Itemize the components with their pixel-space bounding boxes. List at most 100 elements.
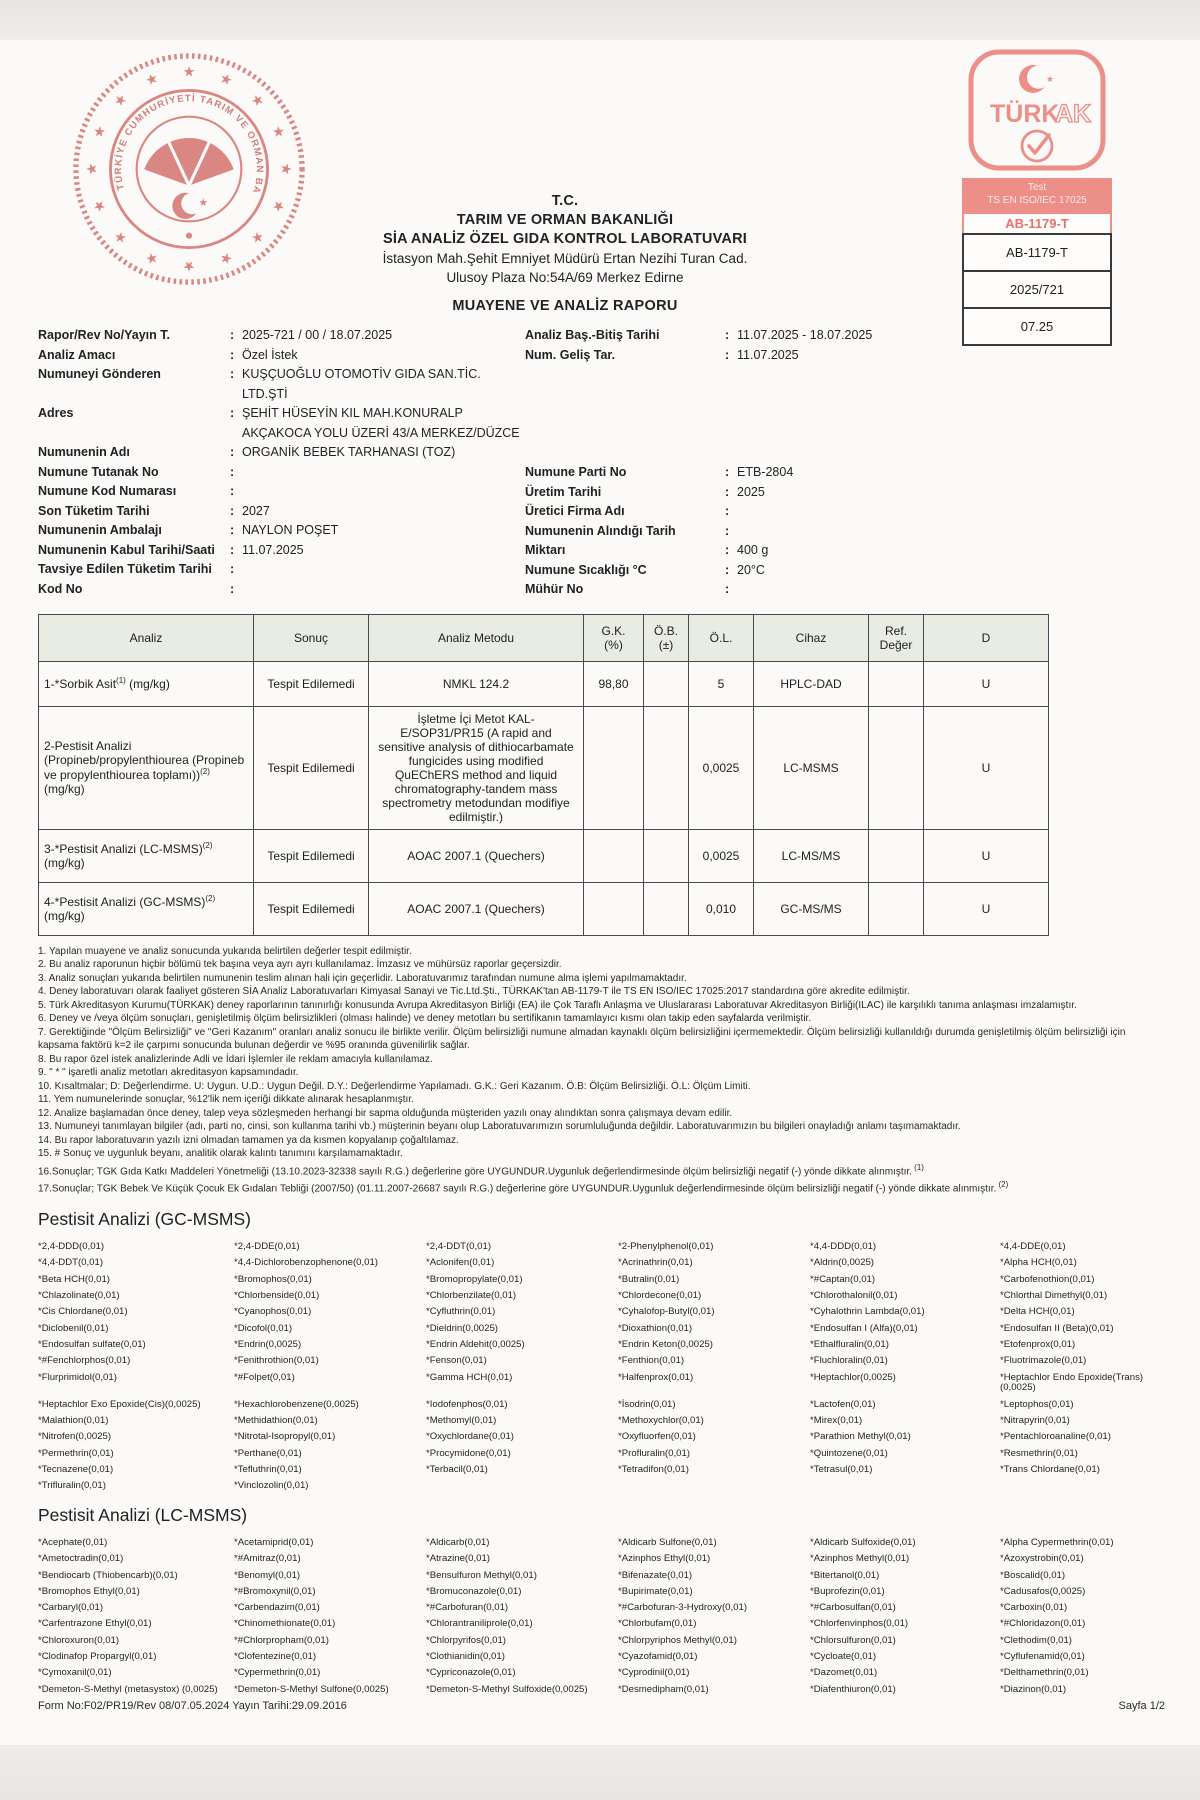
info-row: Numunenin Ambalajı: NAYLON POŞET bbox=[38, 521, 525, 541]
lc-pesticide-list: *Acephate(0,01) *Acetamiprid(0,01) *Aldica… bbox=[38, 1537, 1165, 1695]
results-column-header: Ö.L. bbox=[688, 613, 754, 662]
pesticide-item: *Demeton-S-Methyl Sulfoxide(0,0025) bbox=[426, 1683, 588, 1695]
detection-limit-value: 0,010 bbox=[688, 881, 754, 936]
info-row: Numune Tutanak No: bbox=[38, 463, 525, 483]
info-field-label: Numune Parti No bbox=[525, 465, 627, 479]
info-row: Analiz Baş.-Bitiş Tarihi:11.07.2025 - 18… bbox=[525, 326, 1165, 346]
pesticide-item: *Profluralin(0,01) bbox=[618, 1447, 690, 1459]
pesticide-item: *Chlorbenside(0,01) bbox=[234, 1290, 320, 1302]
pesticide-item: *Alpha HCH(0,01) bbox=[1000, 1257, 1077, 1269]
sample-info-right-bottom: Numune Parti No: ETB-2804 Üretim Tarihi:20… bbox=[525, 463, 1165, 600]
pesticide-item: *Gamma HCH(0,01) bbox=[426, 1371, 513, 1383]
results-header-row: Analiz Sonuç Analiz Metodu G.K. (%) Ö.B.(±) Ö… bbox=[38, 613, 1049, 662]
pesticide-item: *Tefluthrin(0,01) bbox=[234, 1463, 302, 1475]
pesticide-item: *Chlorthal Dimethyl(0,01) bbox=[1000, 1290, 1108, 1302]
pesticide-item: *Cyhalofop-Butyl(0,01) bbox=[618, 1306, 715, 1318]
pesticide-item: *Clodinafop Propargyl(0,01) bbox=[38, 1650, 157, 1662]
pesticide-item: *Procymidone(0,01) bbox=[426, 1447, 511, 1459]
info-row: Adres: ŞEHİT HÜSEYİN KIL MAH.KONURALP AKÇ… bbox=[38, 404, 525, 443]
info-field-label: Üretici Firma Adı bbox=[525, 504, 625, 518]
pesticide-item: *Heptachlor(0,0025) bbox=[810, 1371, 896, 1383]
pesticide-item: *Trifluralin(0,01) bbox=[38, 1480, 106, 1492]
pesticide-item: *Trans Chlordane(0,01) bbox=[1000, 1463, 1100, 1475]
pesticide-item: *Boscalid(0,01) bbox=[1000, 1569, 1066, 1581]
pesticide-item: *Dioxathion(0,01) bbox=[618, 1322, 693, 1334]
pesticide-item: *Cadusafos(0,0025) bbox=[1000, 1585, 1086, 1597]
info-field-value: 11.07.2025 bbox=[242, 542, 304, 557]
pesticide-item: *Lactofen(0,01) bbox=[810, 1398, 876, 1410]
pesticide-item: *Tecnazene(0,01) bbox=[38, 1463, 114, 1475]
pesticide-item: *#Chloridazon(0,01) bbox=[1000, 1618, 1086, 1630]
instrument-value: LC-MS/MS bbox=[753, 828, 869, 883]
method-value: İşletme İçi Metot KAL-E/SOP31/PR15 (A ra… bbox=[368, 705, 584, 830]
pesticide-item: *Endrin Aldehit(0,0025) bbox=[426, 1338, 525, 1350]
info-colon: : bbox=[725, 543, 730, 557]
info-field-label: Numuneyi Gönderen bbox=[38, 367, 161, 381]
pesticide-item: *Cyfluthrin(0,01) bbox=[426, 1306, 496, 1318]
info-colon: : bbox=[725, 484, 730, 499]
reference-value bbox=[868, 705, 924, 830]
pesticide-item: *Cyazofamid(0,01) bbox=[618, 1650, 698, 1662]
info-colon: : bbox=[230, 542, 235, 557]
svg-text:★: ★ bbox=[183, 257, 196, 273]
info-field-label: Miktarı bbox=[525, 543, 566, 557]
footnote: 6. Deney ve /veya ölçüm sonuçları, geniş… bbox=[38, 1013, 812, 1024]
pesticide-item: *Demeton-S-Methyl (metasystox) (0,0025) bbox=[38, 1683, 218, 1695]
analysis-name: 2-Pestisit Analizi (Propineb/propylenthi… bbox=[38, 705, 254, 830]
pesticide-item: *Cyflufenamid(0,01) bbox=[1000, 1650, 1085, 1662]
results-column-header: Ö.B.(±) bbox=[643, 613, 689, 662]
footnote: 9. " * " işaretli analiz metotları akred… bbox=[38, 1067, 299, 1078]
pesticide-item: *Etofenprox(0,01) bbox=[1000, 1338, 1076, 1350]
info-field-label: Numunenin Alındığı Tarih bbox=[525, 523, 676, 538]
pesticide-item: *Nitrotal-Isopropyl(0,01) bbox=[234, 1431, 336, 1443]
pesticide-item: *Oxyfluorfen(0,01) bbox=[618, 1431, 696, 1443]
pesticide-item: *Permethrin(0,01) bbox=[38, 1447, 114, 1459]
pesticide-item: *#Amitraz(0,01) bbox=[234, 1553, 301, 1565]
emblem-star: ★ bbox=[198, 197, 208, 209]
info-colon: : bbox=[725, 523, 730, 538]
pesticide-item: *Beta HCH(0,01) bbox=[38, 1273, 110, 1285]
detection-limit-value: 0,0025 bbox=[688, 705, 754, 830]
accreditation-column: ★ TÜRK AK Test TS EN ISO/IEC 17025 AB-11… bbox=[962, 48, 1112, 346]
pesticide-item: *Methomyl(0,01) bbox=[426, 1414, 497, 1426]
pesticide-item: *Clothianidin(0,01) bbox=[426, 1650, 505, 1662]
info-colon: : bbox=[230, 484, 235, 498]
footnote: 3. Analiz sonuçları yukarıda belirtilen … bbox=[38, 972, 687, 984]
svg-text:★: ★ bbox=[217, 248, 235, 268]
pesticide-item: *Bupirimate(0,01) bbox=[618, 1585, 693, 1597]
lc-section-title: Pestisit Analizi (LC-MSMS) bbox=[38, 1504, 248, 1525]
pesticide-item: *Chlorantraniliprole(0,01) bbox=[426, 1618, 533, 1630]
results-row: 2-Pestisit Analizi (Propineb/propylenthi… bbox=[38, 705, 1049, 830]
box-report-number: 2025/721 bbox=[962, 270, 1112, 309]
info-row: Kod No: bbox=[38, 580, 525, 600]
info-row: Mühür No: bbox=[525, 580, 1165, 600]
results-column-header: Cihaz bbox=[753, 613, 869, 662]
info-field-value: Özel İstek bbox=[242, 347, 298, 362]
info-field-label: Üretim Tarihi bbox=[525, 484, 602, 499]
footnote: 12. Analize başlamadan önce deney, talep… bbox=[38, 1107, 733, 1119]
pesticide-item: *Tetrasul(0,01) bbox=[810, 1463, 873, 1475]
pesticide-item: *#Carbofuran(0,01) bbox=[426, 1602, 509, 1614]
report-body: Rapor/Rev No/Yayın T.:2025-721 / 00 / 18… bbox=[38, 326, 1165, 1695]
pesticide-item: *Chlorpyriphos Methyl(0,01) bbox=[618, 1634, 737, 1646]
svg-text:★: ★ bbox=[143, 70, 161, 90]
pesticide-item: *Cyprodinil(0,01) bbox=[618, 1667, 690, 1679]
pesticide-item: *Chloroxuron(0,01) bbox=[38, 1634, 120, 1646]
info-field-label: Numunenin Ambalajı bbox=[38, 523, 162, 537]
pesticide-item: *Endosulfan II (Beta)(0,01) bbox=[1000, 1322, 1114, 1334]
analysis-name: 3-*Pestisit Analizi (LC-MSMS)(2) (mg/kg) bbox=[38, 828, 254, 883]
footnotes-section: 1. Yapılan muayene ve analiz sonucunda y… bbox=[38, 945, 1165, 1197]
pesticide-item: *Cypriconazole(0,01) bbox=[426, 1667, 516, 1679]
info-colon: : bbox=[725, 582, 730, 596]
pesticide-item: *Resmethrin(0,01) bbox=[1000, 1447, 1078, 1459]
results-row: 3-*Pestisit Analizi (LC-MSMS)(2) (mg/kg)… bbox=[38, 828, 1049, 883]
info-colon: : bbox=[725, 347, 730, 362]
svg-text:★: ★ bbox=[111, 227, 131, 247]
letterhead-address-2: Ulusoy Plaza No:54A/69 Merkez Edirne bbox=[446, 270, 684, 285]
info-row: Numunenin Kabul Tarihi/Saati:11.07.2025 bbox=[38, 541, 525, 561]
info-colon: : bbox=[725, 328, 730, 342]
analysis-name: 1-*Sorbik Asit(1) (mg/kg) bbox=[38, 660, 254, 707]
results-column-header: Analiz Metodu bbox=[368, 613, 584, 662]
footnote: 11. Yem numunelerinde sonuçlar, %12'lik … bbox=[38, 1094, 414, 1105]
info-field-label: Adres bbox=[38, 406, 74, 420]
